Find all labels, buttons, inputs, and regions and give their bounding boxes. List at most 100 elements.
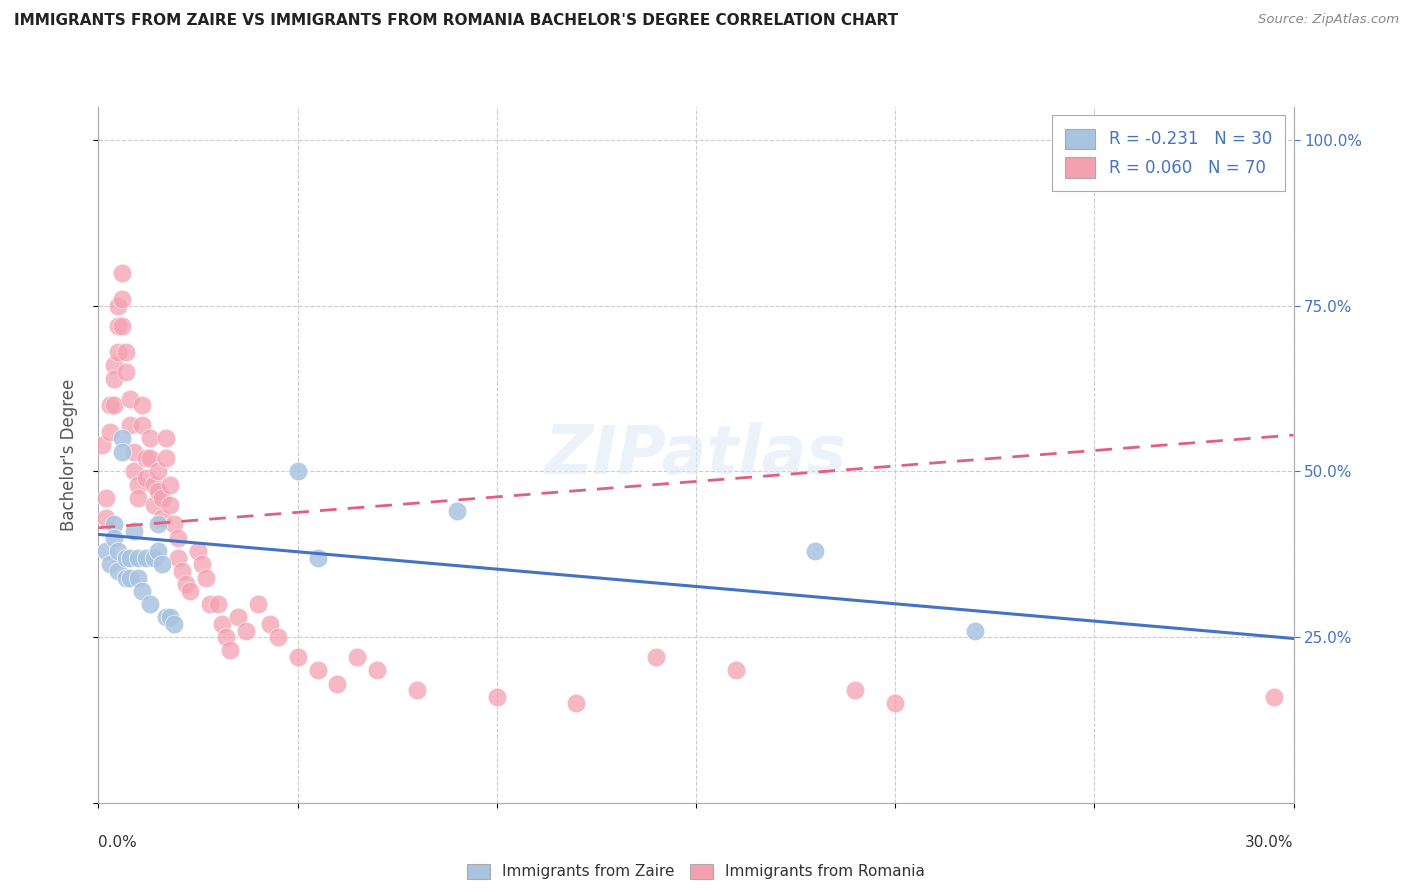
Point bbox=[124, 465, 146, 479]
Text: IMMIGRANTS FROM ZAIRE VS IMMIGRANTS FROM ROMANIA BACHELOR'S DEGREE CORRELATION C: IMMIGRANTS FROM ZAIRE VS IMMIGRANTS FROM… bbox=[14, 13, 898, 29]
Point bbox=[131, 418, 153, 433]
Point bbox=[103, 359, 125, 373]
Point bbox=[287, 465, 309, 479]
Point bbox=[645, 650, 668, 665]
Point bbox=[565, 697, 588, 711]
Point bbox=[135, 471, 157, 485]
Point bbox=[127, 491, 149, 505]
Point bbox=[963, 624, 986, 638]
Point bbox=[159, 477, 181, 491]
Point bbox=[111, 444, 134, 458]
Point bbox=[346, 650, 368, 665]
Point bbox=[107, 345, 129, 359]
Text: 0.0%: 0.0% bbox=[98, 836, 138, 850]
Point bbox=[148, 544, 170, 558]
Point bbox=[139, 431, 162, 445]
Point bbox=[127, 550, 149, 565]
Point bbox=[100, 398, 122, 412]
Point bbox=[120, 418, 142, 433]
Point bbox=[143, 498, 166, 512]
Point bbox=[307, 550, 329, 565]
Point bbox=[127, 570, 149, 584]
Point bbox=[100, 425, 122, 439]
Point bbox=[107, 299, 129, 313]
Point bbox=[111, 431, 134, 445]
Point bbox=[219, 643, 242, 657]
Point bbox=[107, 318, 129, 333]
Point bbox=[103, 372, 125, 386]
Point bbox=[111, 292, 134, 306]
Point bbox=[215, 630, 238, 644]
Point bbox=[191, 558, 214, 572]
Point bbox=[195, 570, 218, 584]
Point bbox=[135, 550, 157, 565]
Point bbox=[211, 616, 233, 631]
Point bbox=[124, 524, 146, 538]
Point bbox=[131, 398, 153, 412]
Point bbox=[307, 663, 329, 677]
Point bbox=[150, 511, 173, 525]
Point bbox=[884, 697, 907, 711]
Point bbox=[115, 365, 138, 379]
Text: ZIPatlas: ZIPatlas bbox=[546, 422, 846, 488]
Point bbox=[115, 550, 138, 565]
Point bbox=[107, 544, 129, 558]
Point bbox=[366, 663, 388, 677]
Point bbox=[174, 577, 197, 591]
Point bbox=[406, 683, 429, 698]
Point bbox=[226, 610, 249, 624]
Point bbox=[485, 690, 508, 704]
Point bbox=[246, 597, 269, 611]
Point bbox=[91, 438, 114, 452]
Point bbox=[139, 597, 162, 611]
Point bbox=[187, 544, 209, 558]
Point bbox=[115, 345, 138, 359]
Point bbox=[131, 583, 153, 598]
Text: 30.0%: 30.0% bbox=[1246, 836, 1294, 850]
Point bbox=[115, 570, 138, 584]
Point bbox=[287, 650, 309, 665]
Point bbox=[179, 583, 201, 598]
Point bbox=[1263, 690, 1285, 704]
Point bbox=[159, 498, 181, 512]
Point bbox=[844, 683, 866, 698]
Point bbox=[107, 564, 129, 578]
Point bbox=[148, 465, 170, 479]
Point bbox=[163, 616, 186, 631]
Point bbox=[148, 517, 170, 532]
Point bbox=[124, 444, 146, 458]
Point bbox=[167, 531, 190, 545]
Point bbox=[207, 597, 229, 611]
Point bbox=[143, 477, 166, 491]
Point bbox=[139, 451, 162, 466]
Point bbox=[120, 550, 142, 565]
Point bbox=[100, 558, 122, 572]
Point bbox=[172, 564, 194, 578]
Point bbox=[198, 597, 221, 611]
Point bbox=[103, 531, 125, 545]
Point bbox=[96, 511, 118, 525]
Point bbox=[103, 398, 125, 412]
Point bbox=[155, 431, 177, 445]
Y-axis label: Bachelor's Degree: Bachelor's Degree bbox=[59, 379, 77, 531]
Point bbox=[446, 504, 468, 518]
Point bbox=[326, 676, 349, 690]
Point bbox=[150, 491, 173, 505]
Point bbox=[267, 630, 290, 644]
Point bbox=[804, 544, 827, 558]
Point bbox=[96, 544, 118, 558]
Point bbox=[235, 624, 257, 638]
Point bbox=[150, 558, 173, 572]
Point bbox=[259, 616, 281, 631]
Point bbox=[143, 550, 166, 565]
Point bbox=[127, 477, 149, 491]
Point bbox=[148, 484, 170, 499]
Point bbox=[120, 392, 142, 406]
Point bbox=[163, 517, 186, 532]
Point bbox=[155, 451, 177, 466]
Point bbox=[103, 517, 125, 532]
Point bbox=[159, 610, 181, 624]
Legend: Immigrants from Zaire, Immigrants from Romania: Immigrants from Zaire, Immigrants from R… bbox=[461, 857, 931, 886]
Point bbox=[155, 610, 177, 624]
Point bbox=[120, 570, 142, 584]
